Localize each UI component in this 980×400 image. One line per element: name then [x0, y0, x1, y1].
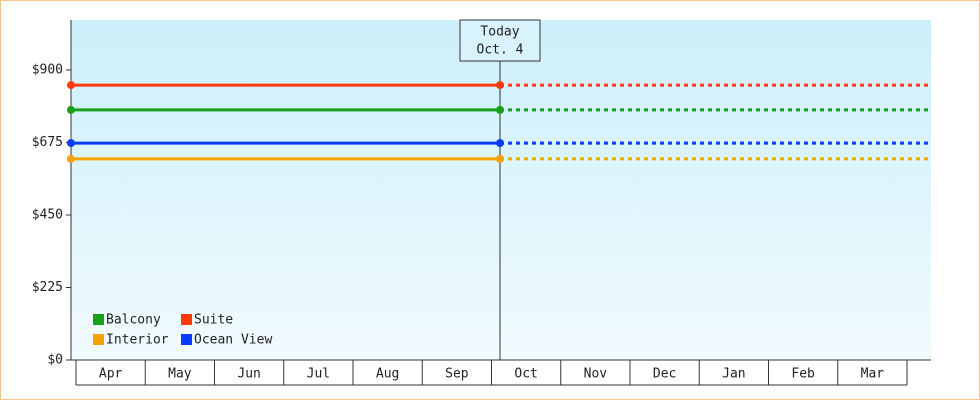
x-tick-label: Feb [791, 367, 815, 382]
x-tick-label: Mar [861, 367, 885, 382]
legend-swatch [93, 334, 104, 345]
y-tick-label: $900 [32, 62, 63, 77]
y-tick-label: $450 [32, 207, 63, 222]
price-point [67, 105, 75, 114]
x-tick-label: Jul [307, 367, 330, 382]
price-point [496, 154, 504, 163]
price-point [67, 139, 75, 148]
y-tick-label: $225 [32, 280, 63, 295]
x-tick-label: Dec [653, 367, 676, 382]
x-tick-label: Aug [376, 367, 399, 382]
legend-label: Balcony [106, 313, 161, 328]
x-tick-label: Jan [722, 367, 745, 382]
legend-swatch [93, 314, 104, 325]
legend-label: Ocean View [194, 333, 272, 348]
price-point [496, 81, 504, 90]
price-point [67, 81, 75, 90]
plot-area [71, 20, 931, 360]
legend-label: Suite [194, 313, 233, 328]
y-tick-label: $0 [47, 353, 63, 368]
today-label: Today [480, 25, 519, 40]
legend-label: Interior [106, 333, 169, 348]
legend-swatch [181, 314, 192, 325]
x-tick-label: Jun [237, 367, 260, 382]
y-tick-label: $675 [32, 135, 63, 150]
x-tick-label: Nov [584, 367, 608, 382]
x-tick-label: Sep [445, 367, 469, 382]
price-point [496, 105, 504, 114]
x-tick-label: Oct [514, 367, 537, 382]
today-box [459, 19, 541, 62]
x-tick-label: May [168, 367, 192, 382]
x-tick-label: Apr [99, 367, 123, 382]
today-date: Oct. 4 [477, 43, 524, 58]
price-point [496, 139, 504, 148]
legend-swatch [181, 334, 192, 345]
price-point [67, 154, 75, 163]
